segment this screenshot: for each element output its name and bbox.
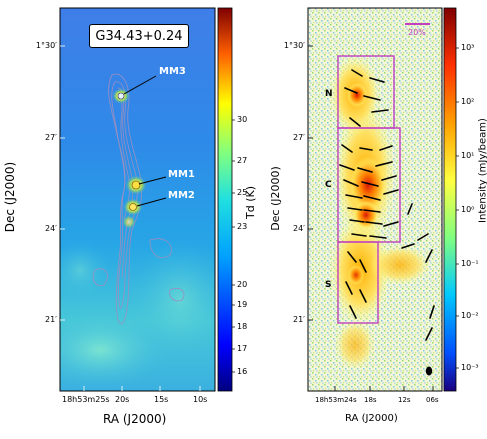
left-xtick-3: 10s [193, 395, 208, 404]
core-label-mm2: MM2 [168, 190, 195, 201]
right-cbar-label: Intensity (mJy/beam) [477, 118, 487, 223]
field-label-s: S [325, 280, 332, 290]
core-leader-lines [123, 75, 167, 207]
left-cbar-tick-8: 16 [237, 367, 248, 376]
left-cbar-tick-3: 23 [237, 222, 248, 231]
left-xtick-2: 15s [154, 395, 169, 404]
right-cbar-tick-2: 10¹ [461, 151, 475, 160]
right-cbar-tick-5: 10⁻² [461, 311, 479, 320]
right-xtick-1: 18s [364, 396, 377, 404]
left-ytick-2: 24′ [45, 224, 57, 233]
source-label-box: G34.43+0.24 [89, 24, 189, 48]
left-ytick-3: 21′ [45, 315, 57, 324]
left-cbar-tick-1: 27 [237, 156, 248, 165]
right-ytick-3: 21′ [293, 315, 305, 324]
left-cbar-tick-6: 18 [237, 322, 248, 331]
left-ytick-0: 1°30′ [35, 41, 57, 50]
right-cbar-tick-0: 10³ [461, 43, 475, 52]
right-xtick-3: 06s [426, 396, 439, 404]
field-label-n: N [325, 89, 333, 99]
right-xtick-0: 18h53m24s [315, 396, 357, 404]
left-cbar-tick-7: 17 [237, 344, 248, 353]
right-xtick-2: 12s [398, 396, 411, 404]
beam-ellipse [425, 366, 433, 376]
column-density-contours [92, 73, 185, 325]
right-ylabel: Dec (J2000) [268, 166, 282, 231]
right-ytick-0: 1°30′ [283, 41, 305, 50]
left-temperature-map [59, 7, 216, 392]
left-cbar-tick-2: 25 [237, 188, 248, 197]
left-cbar-label: Td (K) [244, 186, 257, 219]
right-cbar-tick-3: 10⁰ [461, 205, 475, 214]
core-label-mm3: MM3 [159, 66, 186, 77]
right-xlabel: RA (J2000) [345, 413, 398, 424]
left-cbar-tick-0: 30 [237, 115, 248, 124]
right-polarization-map [307, 7, 443, 392]
field-boxes [337, 55, 401, 324]
scale-bar-label: 20% [408, 28, 426, 37]
core-label-mm1: MM1 [168, 169, 195, 180]
left-xtick-0: 18h53m25s [62, 395, 110, 404]
field-label-c: C [325, 180, 332, 190]
left-cbar-tick-5: 19 [237, 300, 248, 309]
right-ytick-2: 24′ [293, 224, 305, 233]
left-ytick-1: 27′ [45, 133, 57, 142]
right-colorbar [443, 7, 459, 392]
left-cbar-tick-4: 20 [237, 280, 248, 289]
polarization-vectors [339, 69, 435, 341]
right-ytick-1: 27′ [293, 133, 305, 142]
right-cbar-tick-6: 10⁻³ [461, 363, 479, 372]
right-cbar-tick-1: 10² [461, 97, 475, 106]
left-xtick-1: 20s [115, 395, 130, 404]
right-cbar-tick-4: 10⁻¹ [461, 259, 479, 268]
left-colorbar [217, 7, 235, 392]
left-xlabel: RA (J2000) [103, 412, 167, 426]
left-ylabel: Dec (J2000) [3, 161, 18, 233]
source-label: G34.43+0.24 [95, 28, 183, 44]
